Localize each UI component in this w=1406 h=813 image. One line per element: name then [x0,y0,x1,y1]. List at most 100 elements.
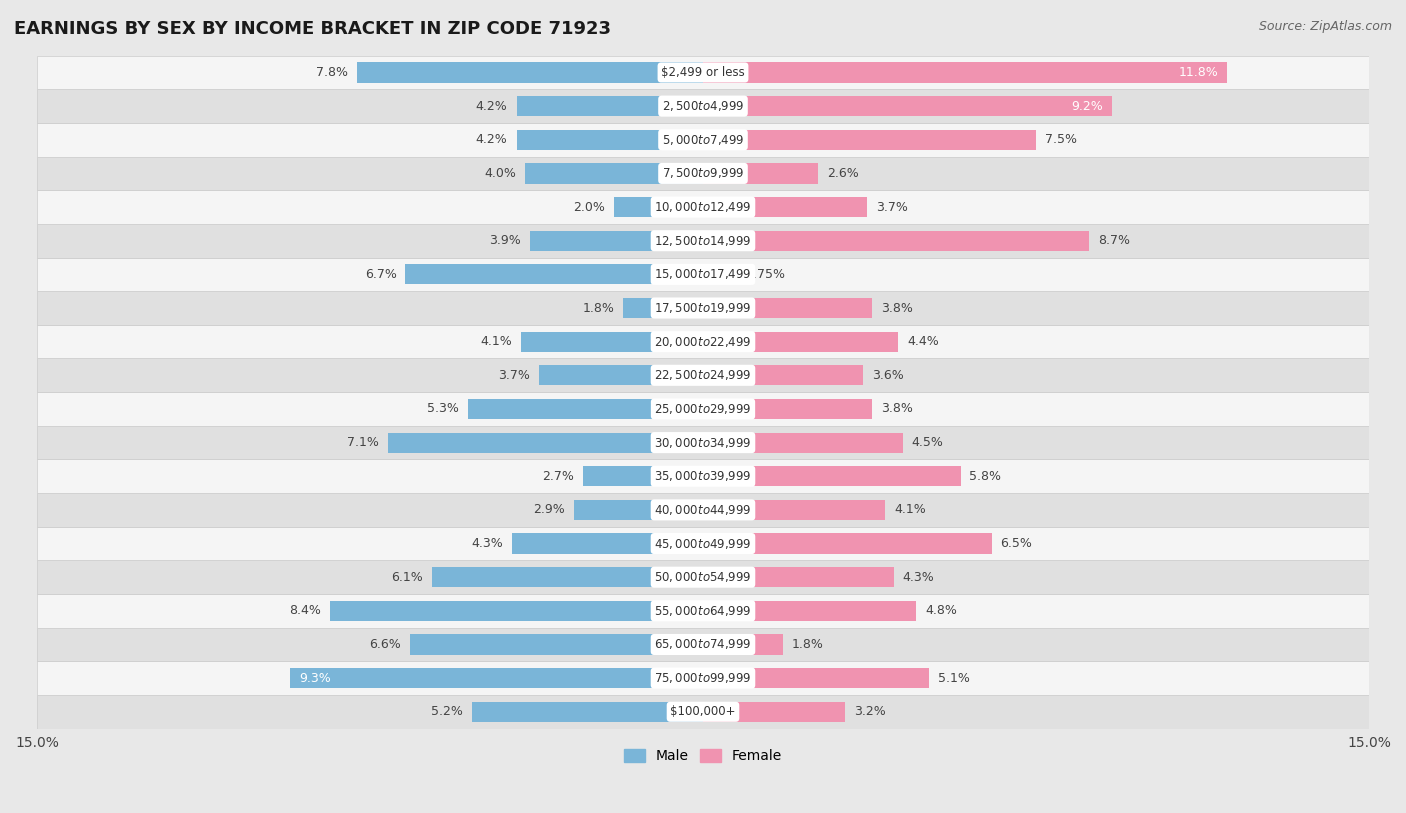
Text: 4.5%: 4.5% [911,436,943,449]
Text: 9.2%: 9.2% [1071,100,1102,113]
Bar [703,668,929,689]
FancyBboxPatch shape [37,661,1369,695]
Text: 4.1%: 4.1% [894,503,925,516]
Text: 4.0%: 4.0% [485,167,516,180]
Bar [583,466,703,486]
FancyBboxPatch shape [37,224,1369,258]
Bar [468,399,703,419]
Text: Source: ZipAtlas.com: Source: ZipAtlas.com [1258,20,1392,33]
Bar [411,634,703,654]
Bar [703,433,903,453]
Text: 4.1%: 4.1% [481,335,512,348]
Text: 5.1%: 5.1% [938,672,970,685]
Bar [516,96,703,116]
Text: 4.3%: 4.3% [471,537,503,550]
Text: 3.7%: 3.7% [876,201,908,214]
Bar [703,399,872,419]
Bar [614,197,703,217]
FancyBboxPatch shape [37,359,1369,392]
Text: 2.9%: 2.9% [534,503,565,516]
Text: $7,500 to $9,999: $7,500 to $9,999 [662,167,744,180]
Text: $40,000 to $44,999: $40,000 to $44,999 [654,503,752,517]
Text: 9.3%: 9.3% [299,672,330,685]
Text: $20,000 to $22,499: $20,000 to $22,499 [654,335,752,349]
Text: 2.0%: 2.0% [574,201,606,214]
Bar [388,433,703,453]
Text: 2.7%: 2.7% [543,470,574,483]
Bar [290,668,703,689]
Bar [623,298,703,318]
Bar [516,130,703,150]
FancyBboxPatch shape [37,325,1369,359]
Text: 5.8%: 5.8% [969,470,1001,483]
Text: 4.4%: 4.4% [907,335,939,348]
FancyBboxPatch shape [37,89,1369,123]
FancyBboxPatch shape [37,123,1369,157]
Text: 4.2%: 4.2% [475,100,508,113]
Text: $30,000 to $34,999: $30,000 to $34,999 [654,436,752,450]
Text: $55,000 to $64,999: $55,000 to $64,999 [654,604,752,618]
Text: $12,500 to $14,999: $12,500 to $14,999 [654,233,752,248]
Bar [357,63,703,83]
Bar [522,332,703,352]
Bar [530,231,703,250]
Bar [703,63,1227,83]
Text: 3.8%: 3.8% [880,402,912,415]
Text: 1.8%: 1.8% [792,638,824,651]
Text: 3.2%: 3.2% [853,706,886,718]
Text: $45,000 to $49,999: $45,000 to $49,999 [654,537,752,550]
Bar [703,533,991,554]
Text: $15,000 to $17,499: $15,000 to $17,499 [654,267,752,281]
Bar [432,567,703,587]
Bar [472,702,703,722]
Text: 4.2%: 4.2% [475,133,508,146]
Text: 1.8%: 1.8% [582,302,614,315]
Text: 8.4%: 8.4% [290,604,321,617]
Text: 11.8%: 11.8% [1178,66,1218,79]
Text: $65,000 to $74,999: $65,000 to $74,999 [654,637,752,651]
Bar [703,702,845,722]
Text: $35,000 to $39,999: $35,000 to $39,999 [654,469,752,483]
Bar [703,500,884,520]
Bar [703,264,737,285]
FancyBboxPatch shape [37,55,1369,89]
Text: 8.7%: 8.7% [1098,234,1130,247]
Bar [512,533,703,554]
Bar [703,197,868,217]
Text: 7.1%: 7.1% [347,436,378,449]
Bar [703,365,863,385]
FancyBboxPatch shape [37,392,1369,426]
Bar [703,634,783,654]
FancyBboxPatch shape [37,493,1369,527]
Text: $5,000 to $7,499: $5,000 to $7,499 [662,133,744,147]
Bar [703,466,960,486]
Text: $100,000+: $100,000+ [671,706,735,718]
Text: 6.7%: 6.7% [364,267,396,280]
Text: 5.2%: 5.2% [432,706,463,718]
FancyBboxPatch shape [37,527,1369,560]
Text: 3.9%: 3.9% [489,234,522,247]
FancyBboxPatch shape [37,291,1369,325]
FancyBboxPatch shape [37,459,1369,493]
FancyBboxPatch shape [37,426,1369,459]
Bar [703,298,872,318]
Text: $17,500 to $19,999: $17,500 to $19,999 [654,301,752,315]
Text: 3.6%: 3.6% [872,369,904,382]
Text: 2.6%: 2.6% [827,167,859,180]
Bar [703,231,1090,250]
Text: 5.3%: 5.3% [427,402,458,415]
Bar [703,96,1112,116]
Text: 3.8%: 3.8% [880,302,912,315]
Text: $25,000 to $29,999: $25,000 to $29,999 [654,402,752,416]
FancyBboxPatch shape [37,560,1369,594]
FancyBboxPatch shape [37,628,1369,661]
Text: 0.75%: 0.75% [745,267,785,280]
Text: 6.5%: 6.5% [1001,537,1032,550]
Bar [703,163,818,184]
Text: $50,000 to $54,999: $50,000 to $54,999 [654,570,752,585]
Text: $75,000 to $99,999: $75,000 to $99,999 [654,672,752,685]
Legend: Male, Female: Male, Female [619,744,787,769]
Bar [703,567,894,587]
Text: 4.3%: 4.3% [903,571,935,584]
Text: 4.8%: 4.8% [925,604,957,617]
